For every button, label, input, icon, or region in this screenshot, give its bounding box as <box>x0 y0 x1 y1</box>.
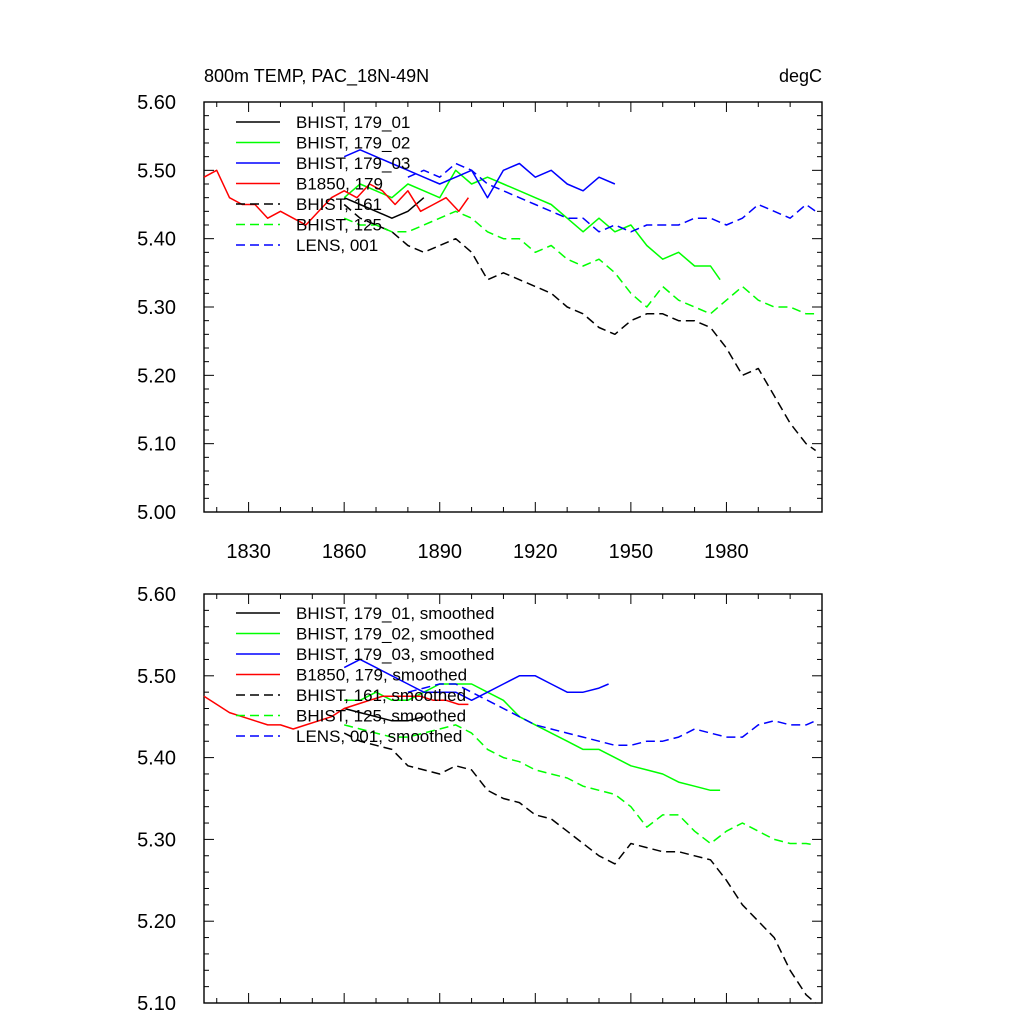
legend-label: BHIST, 161, smoothed <box>296 686 466 705</box>
series-line-6 <box>343 210 816 315</box>
x-tick-label: 1920 <box>513 541 558 563</box>
series-line-6 <box>344 724 816 846</box>
y-tick-label: 5.20 <box>137 911 176 933</box>
legend-label: B1850, 179, smoothed <box>296 666 467 685</box>
legend-label: BHIST, 179_02, smoothed <box>296 625 494 644</box>
series-line-1 <box>343 197 425 219</box>
series-line-4 <box>203 695 469 730</box>
legend-label: LENS, 001 <box>296 236 378 255</box>
bottom-panel: 5.10 5.20 5.30 5.40 5.50 5.60 BHIST, 179_01, s… <box>137 584 823 1015</box>
legend-label: BHIST, 179_01, smoothed <box>296 604 494 623</box>
series-line-2 <box>343 169 721 281</box>
y-tick-label: 5.40 <box>137 748 176 770</box>
x-tick-label: 1980 <box>704 541 749 563</box>
x-tick-label: 1890 <box>417 541 462 563</box>
series-line-5 <box>343 203 817 452</box>
series-line-3 <box>343 149 616 199</box>
y-tick-label: 5.20 <box>137 365 176 387</box>
plot-frame <box>203 593 823 1004</box>
legend-label: BHIST, 179_01 <box>296 113 410 132</box>
series-line-2 <box>344 683 721 792</box>
legend-label: LENS, 001, smoothed <box>296 727 462 746</box>
series-line-1 <box>344 707 424 722</box>
x-tick-label: 1860 <box>322 541 367 563</box>
series-line-4 <box>203 169 470 226</box>
legend-label: BHIST, 179_02 <box>296 134 410 153</box>
y-tick-label: 5.10 <box>137 993 176 1015</box>
chart-title: 800m TEMP, PAC_18N-49N <box>204 66 429 87</box>
legend-label: B1850, 179 <box>296 175 383 194</box>
x-tick-label: 1830 <box>226 541 271 563</box>
legend-label: BHIST, 179_03 <box>296 154 410 173</box>
units-label: degC <box>779 66 822 86</box>
legend-label: BHIST, 161 <box>296 195 382 214</box>
legend-label: BHIST, 125, smoothed <box>296 707 466 726</box>
y-tick-label: 5.50 <box>137 666 176 688</box>
x-tick-label: 1950 <box>609 541 654 563</box>
y-tick-label: 5.30 <box>137 829 176 851</box>
y-tick-label: 5.60 <box>137 92 176 114</box>
y-tick-label: 5.40 <box>137 229 176 251</box>
y-tick-label: 5.50 <box>137 160 176 182</box>
legend-label: BHIST, 125 <box>296 216 382 235</box>
series-line-7 <box>407 683 816 747</box>
y-tick-label: 5.60 <box>137 584 176 606</box>
y-tick-label: 5.10 <box>137 434 176 456</box>
y-tick-label: 5.00 <box>137 502 176 524</box>
series-line-5 <box>343 732 817 1004</box>
y-tick-label: 5.30 <box>137 297 176 319</box>
series-line-7 <box>407 162 817 233</box>
top-panel: 800m TEMP, PAC_18N-49N degC 5.00 5.10 5.20… <box>137 66 823 563</box>
legend-label: BHIST, 179_03, smoothed <box>296 645 494 664</box>
